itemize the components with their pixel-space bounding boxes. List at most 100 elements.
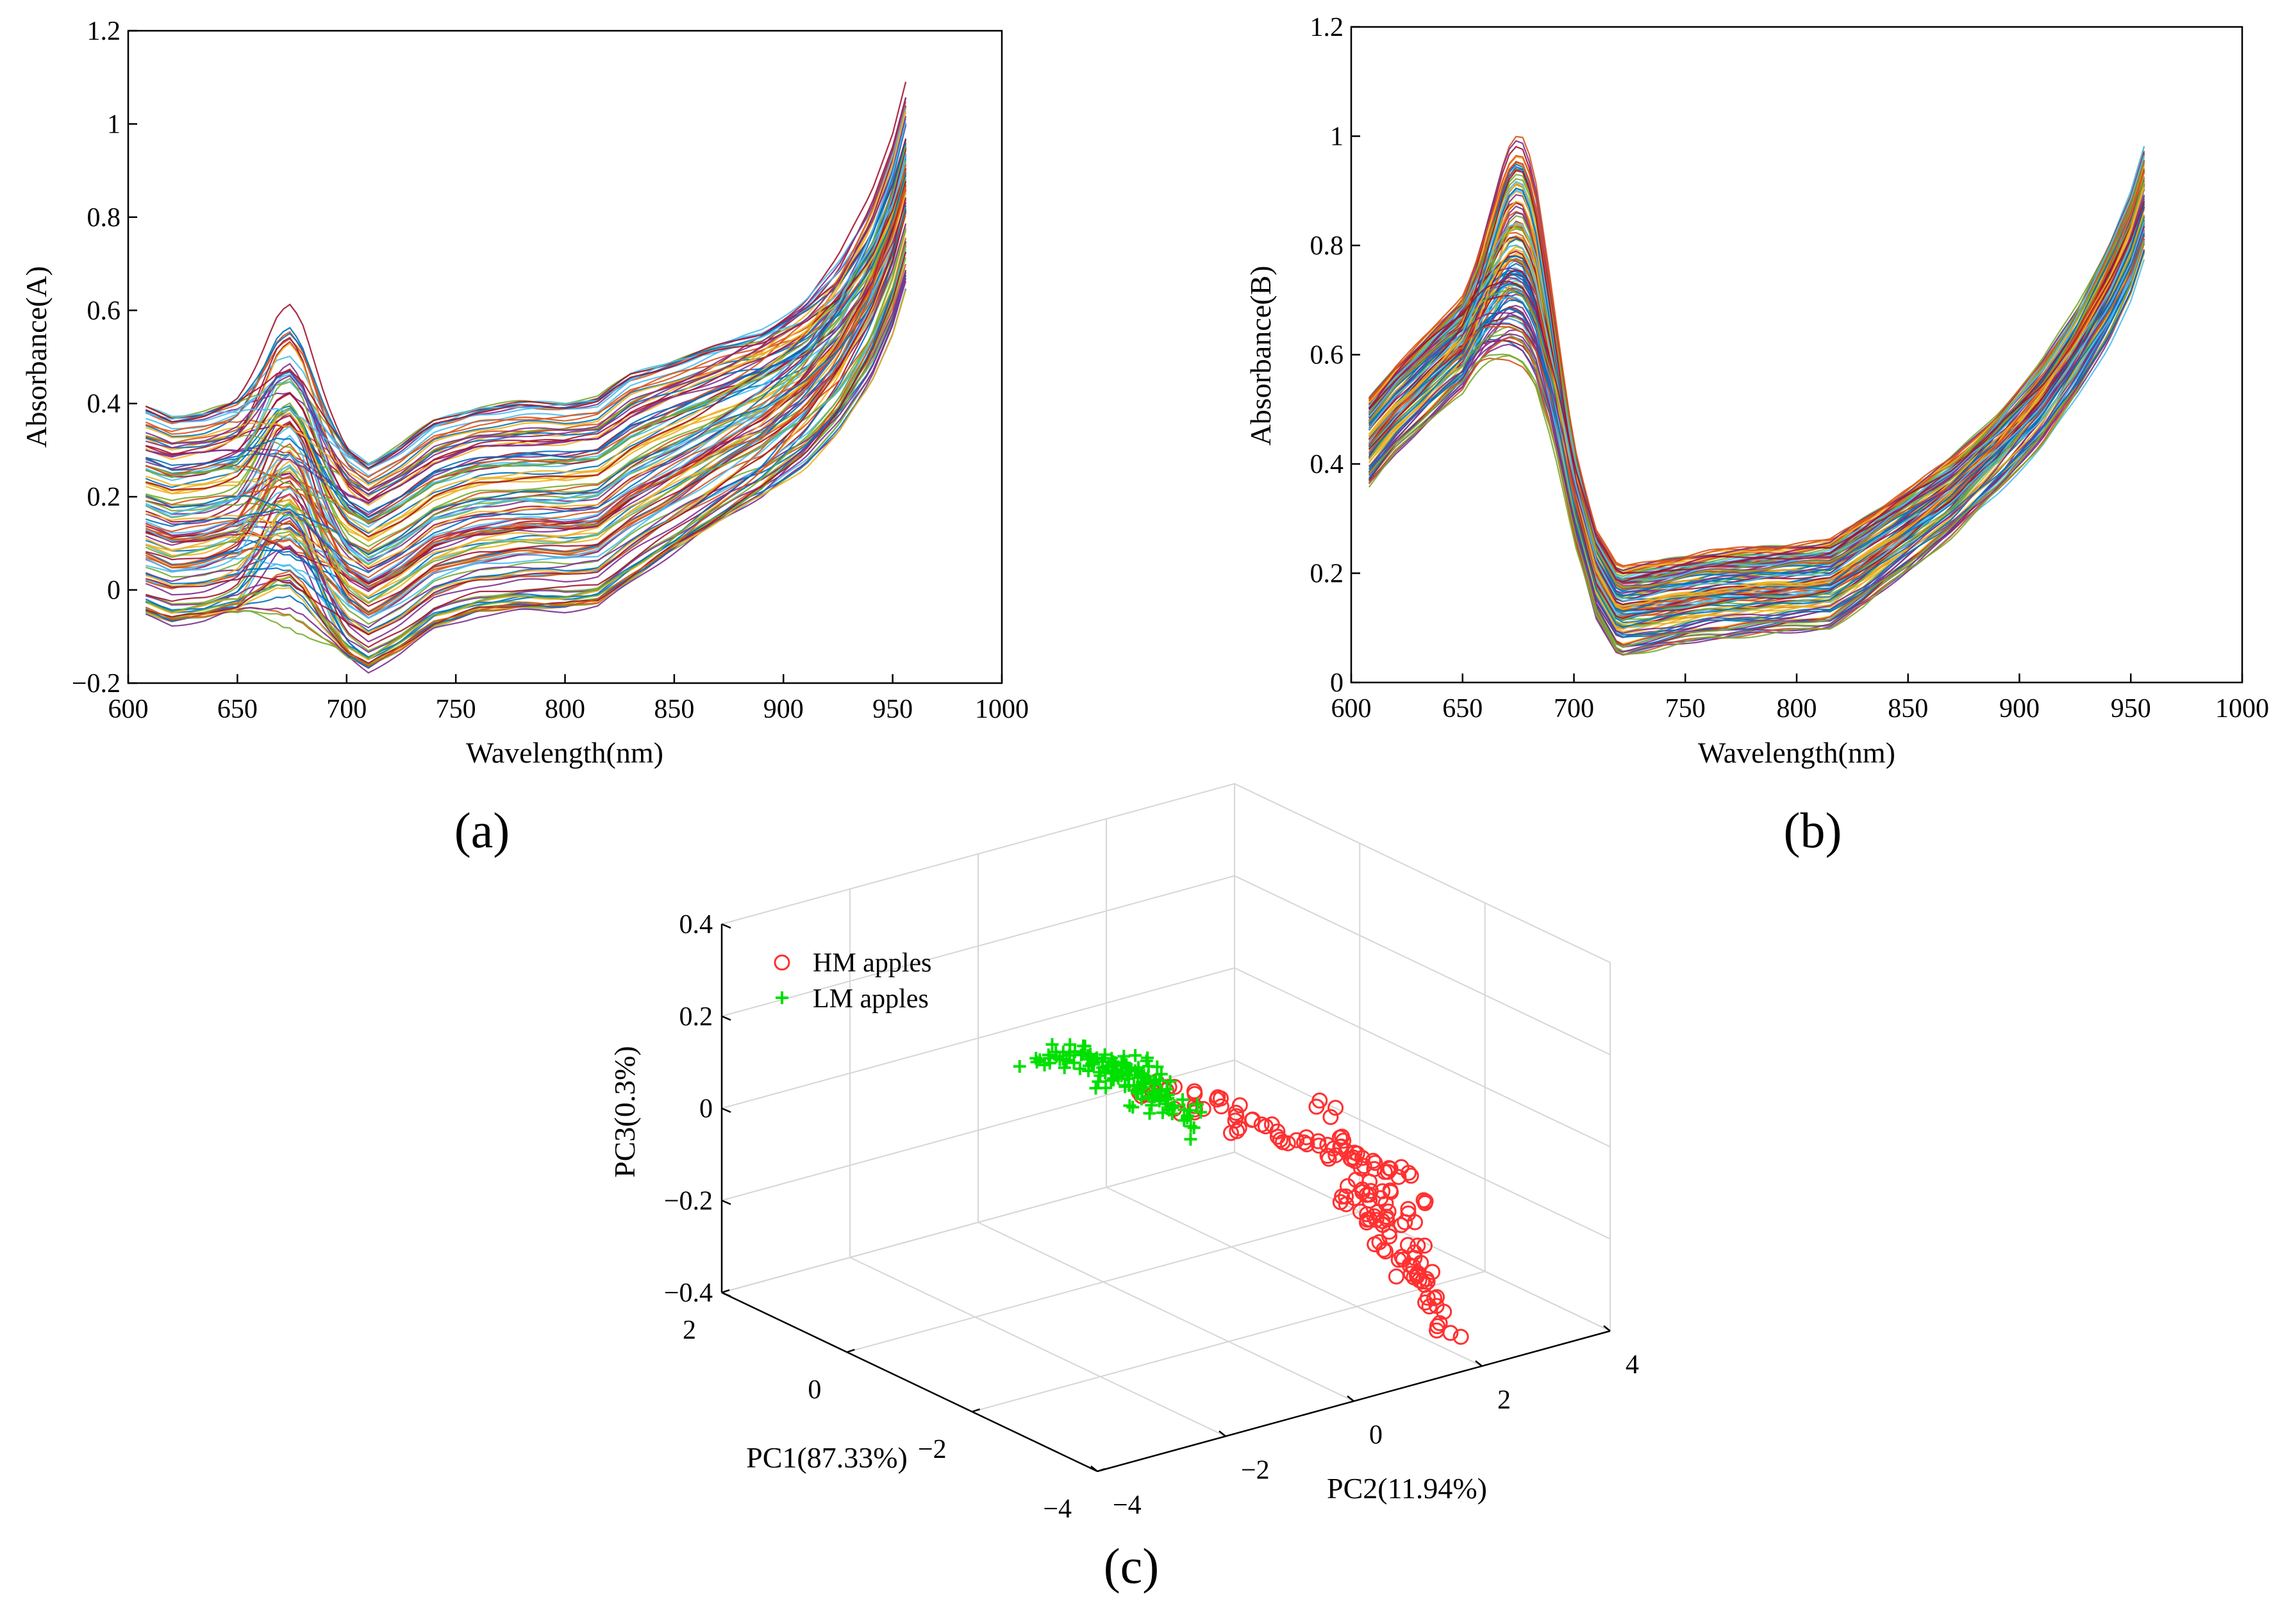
chart-a-series-line bbox=[145, 270, 907, 629]
lm-point bbox=[1013, 1060, 1026, 1073]
chart-c-xlabel: PC1(87.33%) bbox=[746, 1441, 908, 1474]
chart-a-series-line bbox=[146, 211, 907, 608]
lm-point bbox=[1053, 1053, 1067, 1066]
x-tick-label: 650 bbox=[217, 695, 258, 724]
hm-point bbox=[1327, 1147, 1344, 1164]
chart-b-series-line bbox=[1368, 243, 2145, 638]
chart-a-series-line bbox=[145, 274, 907, 632]
chart-a-series bbox=[145, 81, 907, 674]
chart-b-series bbox=[1368, 135, 2145, 656]
hm-point bbox=[1366, 1161, 1383, 1177]
chart-a-series-line bbox=[146, 107, 907, 470]
chart-b-series-line bbox=[1368, 226, 2145, 595]
z-tick-label: −0.2 bbox=[664, 1186, 713, 1216]
hm-point bbox=[1327, 1100, 1344, 1116]
chart-a-series-line bbox=[145, 169, 907, 659]
chart-b-series-line bbox=[1368, 156, 2145, 583]
z-tick-mark bbox=[721, 1291, 731, 1298]
chart-a-series-line bbox=[146, 110, 907, 533]
x-tick-label: 2 bbox=[683, 1316, 696, 1345]
chart-b: 600 650 700 750 800 850 900 950 1000 0 0.2 0.4 0.6 0.… bbox=[1244, 13, 2269, 858]
chart-b-series-line bbox=[1368, 145, 2145, 583]
lm-point bbox=[1122, 1079, 1136, 1092]
chart-a-series-line bbox=[145, 125, 907, 574]
x-tick-label: 1000 bbox=[2215, 694, 2269, 723]
lm-point bbox=[1184, 1132, 1197, 1146]
lm-point bbox=[1191, 1098, 1204, 1111]
x-tick-label: 800 bbox=[1777, 694, 1817, 723]
chart-b-series-line bbox=[1368, 250, 2145, 629]
hm-point bbox=[1381, 1228, 1398, 1244]
hm-point bbox=[1399, 1237, 1416, 1253]
lm-point bbox=[1042, 1052, 1056, 1065]
hm-point bbox=[1210, 1089, 1226, 1105]
y-tick-mark bbox=[1475, 1360, 1483, 1367]
chart-b-series-line bbox=[1368, 205, 2145, 579]
x-tick-label: 650 bbox=[1442, 694, 1483, 723]
lm-point bbox=[1063, 1048, 1076, 1062]
hm-point bbox=[1428, 1298, 1445, 1314]
lm-point bbox=[1067, 1056, 1081, 1070]
floor-grid-line bbox=[849, 1257, 1226, 1437]
lm-point bbox=[1094, 1069, 1107, 1082]
wall-grid-line bbox=[721, 1059, 1611, 1240]
lm-point bbox=[1162, 1103, 1176, 1117]
hm-point bbox=[1418, 1271, 1435, 1287]
chart-a-series-line bbox=[145, 172, 907, 572]
hm-point bbox=[1372, 1190, 1389, 1207]
chart-a-series-line bbox=[145, 229, 907, 659]
chart-a-series-line bbox=[146, 197, 907, 636]
chart-b-series-line bbox=[1368, 150, 2145, 574]
z-tick-label: 0.4 bbox=[679, 910, 713, 939]
hm-point bbox=[1367, 1236, 1383, 1253]
z-tick-label: −0.4 bbox=[664, 1278, 713, 1308]
lm-point bbox=[1082, 1052, 1095, 1066]
chart-b-series-line bbox=[1368, 224, 2145, 634]
x-tick-label: 700 bbox=[1554, 694, 1594, 723]
hm-point bbox=[1342, 1150, 1359, 1167]
chart-b-series-line bbox=[1368, 249, 2145, 656]
lm-point bbox=[1049, 1045, 1063, 1059]
x-tick-mark bbox=[972, 1408, 981, 1413]
y-tick-label: 0.6 bbox=[87, 296, 121, 326]
lm-point bbox=[1143, 1107, 1156, 1120]
chart-a-series-line bbox=[145, 211, 907, 552]
z-tick-mark bbox=[721, 923, 731, 929]
y-tick-label: 0.2 bbox=[1310, 559, 1344, 589]
chart-b-ylabel: Absorbance(B) bbox=[1244, 265, 1277, 445]
x-tick-mark bbox=[846, 1348, 855, 1353]
hm-point bbox=[1417, 1193, 1434, 1210]
y-tick-label: 1.2 bbox=[1310, 13, 1344, 42]
chart-a-series-line bbox=[146, 173, 907, 513]
hm-point bbox=[1358, 1214, 1375, 1231]
chart-a-series-line bbox=[145, 242, 907, 669]
y-tick-mark bbox=[1219, 1430, 1226, 1437]
chart-b-series-line bbox=[1368, 168, 2145, 610]
chart-b-series-line bbox=[1368, 151, 2145, 587]
x-tick-label: −2 bbox=[918, 1435, 947, 1464]
y-tick-label: 0.8 bbox=[87, 203, 121, 233]
hm-point bbox=[1299, 1136, 1315, 1153]
hm-point bbox=[1452, 1328, 1469, 1345]
x-tick-label: 800 bbox=[545, 695, 585, 724]
floor-grid-line bbox=[1106, 1186, 1483, 1367]
x-tick-label: 1000 bbox=[975, 695, 1029, 724]
y-tick-label: 4 bbox=[1626, 1350, 1639, 1380]
hm-point bbox=[1374, 1213, 1391, 1230]
chart-b-series-line bbox=[1368, 249, 2145, 648]
chart-a-series-line bbox=[146, 176, 907, 522]
chart-a-series-line bbox=[145, 142, 907, 589]
chart-b-series-line bbox=[1368, 146, 2145, 572]
lm-point bbox=[1184, 1120, 1197, 1133]
chart-a-ticks: 600 650 700 750 800 850 900 950 1000 −0.2 0 0.2 0.4 0… bbox=[72, 17, 1029, 724]
y-tick-label: −2 bbox=[1241, 1455, 1270, 1485]
wall-grid-line bbox=[721, 782, 1611, 963]
x-axis-line bbox=[721, 1291, 1098, 1473]
chart-a-series-line bbox=[145, 245, 907, 604]
lm-point bbox=[1183, 1103, 1197, 1117]
chart-a-series-line bbox=[146, 251, 907, 665]
lm-point bbox=[1115, 1066, 1129, 1080]
hm-point bbox=[1332, 1139, 1349, 1155]
lm-point bbox=[1160, 1093, 1173, 1106]
